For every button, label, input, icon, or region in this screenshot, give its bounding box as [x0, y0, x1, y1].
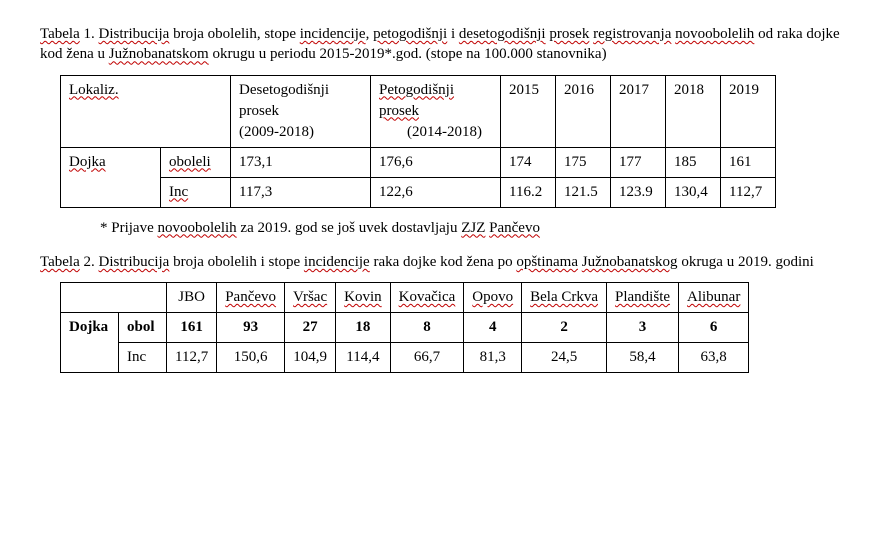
th: Pančevo [217, 283, 285, 313]
cell-dojka2: Dojka [61, 313, 119, 373]
cell: 112,7 [721, 177, 776, 207]
th: Kovačica [390, 283, 464, 313]
cell: 6 [679, 313, 749, 343]
th: Bela Crkva [522, 283, 607, 313]
cell: 116.2 [501, 177, 556, 207]
cell-dojka2-text: Dojka [69, 319, 108, 335]
cell: 81,3 [464, 343, 522, 373]
cell: 2 [522, 313, 607, 343]
th-lokaliz: Lokaliz. [61, 75, 231, 147]
th-empty [61, 283, 167, 313]
cell: 24,5 [522, 343, 607, 373]
cell: 177 [611, 147, 666, 177]
table2: JBO Pančevo Vršac Kovin Kovačica Opovo B… [60, 282, 749, 373]
table1-footnote: * Prijave novoobolelih za 2019. god se j… [100, 218, 849, 238]
table2-caption: Tabela 2. Distribucija broja obolelih i … [40, 252, 849, 272]
th-lokaliz-text: Lokaliz. [69, 82, 119, 98]
cell: 114,4 [336, 343, 391, 373]
cell: 58,4 [607, 343, 679, 373]
cell: 121.5 [556, 177, 611, 207]
th: Alibunar [679, 283, 749, 313]
th-deset-text: Desetogodišnji prosek [239, 82, 329, 119]
th: Kovin [336, 283, 391, 313]
cell: 66,7 [390, 343, 464, 373]
cell: 63,8 [679, 343, 749, 373]
cell-oboleli: oboleli [161, 147, 231, 177]
table1-row-oboleli: Dojka oboleli 173,1 176,6 174 175 177 18… [61, 147, 776, 177]
cell: 185 [666, 147, 721, 177]
cell-inc2-text: Inc [127, 349, 146, 365]
cell: 104,9 [285, 343, 336, 373]
table2-row-obol: Dojka obol 161 93 27 18 8 4 2 3 6 [61, 313, 749, 343]
table2-row-inc: Inc 112,7 150,6 104,9 114,4 66,7 81,3 24… [61, 343, 749, 373]
th-deset-years: (2009-2018) [239, 124, 314, 140]
cell: 112,7 [167, 343, 217, 373]
cell: 117,3 [231, 177, 371, 207]
table2-header-row: JBO Pančevo Vršac Kovin Kovačica Opovo B… [61, 283, 749, 313]
cell: 161 [167, 313, 217, 343]
cell: 161 [721, 147, 776, 177]
th-peto-text: Petogodišnji prosek [379, 82, 454, 119]
th-2017: 2017 [611, 75, 666, 147]
cell-obol: obol [119, 313, 167, 343]
cell: 3 [607, 313, 679, 343]
table1-row-inc: Inc 117,3 122,6 116.2 121.5 123.9 130,4 … [61, 177, 776, 207]
cell: 174 [501, 147, 556, 177]
th-2015: 2015 [501, 75, 556, 147]
th: Opovo [464, 283, 522, 313]
cell: 176,6 [371, 147, 501, 177]
table1-header-row: Lokaliz. Desetogodišnji prosek (2009-201… [61, 75, 776, 147]
th: Plandište [607, 283, 679, 313]
th: Vršac [285, 283, 336, 313]
cell-oboleli-text: oboleli [169, 154, 211, 170]
th-2018: 2018 [666, 75, 721, 147]
cell: 27 [285, 313, 336, 343]
cell: 122,6 [371, 177, 501, 207]
th: JBO [167, 283, 217, 313]
th-deset: Desetogodišnji prosek (2009-2018) [231, 75, 371, 147]
cell-inc2: Inc [119, 343, 167, 373]
th-peto: Petogodišnji prosek (2014-2018) [371, 75, 501, 147]
cell-dojka-text: Dojka [69, 154, 106, 170]
table1: Lokaliz. Desetogodišnji prosek (2009-201… [60, 75, 776, 208]
cell: 130,4 [666, 177, 721, 207]
cell-dojka: Dojka [61, 147, 161, 207]
th-peto-years: (2014-2018) [379, 124, 482, 140]
cell: 175 [556, 147, 611, 177]
cell: 93 [217, 313, 285, 343]
cell-inc: Inc [161, 177, 231, 207]
cell: 150,6 [217, 343, 285, 373]
cell: 123.9 [611, 177, 666, 207]
cell-inc-text: Inc [169, 184, 188, 200]
th-2019: 2019 [721, 75, 776, 147]
cell: 173,1 [231, 147, 371, 177]
cell: 18 [336, 313, 391, 343]
table1-caption: Tabela 1. Distribucija broja obolelih, s… [40, 24, 849, 65]
cell: 4 [464, 313, 522, 343]
th-2016: 2016 [556, 75, 611, 147]
cell: 8 [390, 313, 464, 343]
cell-obol-text: obol [127, 319, 155, 335]
